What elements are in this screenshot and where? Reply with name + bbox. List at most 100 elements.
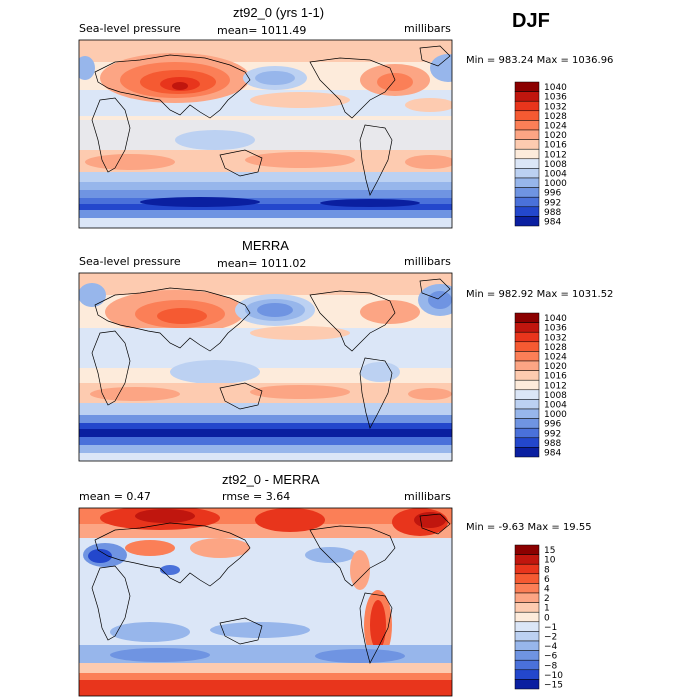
colorbar-swatch <box>514 196 540 208</box>
colorbar-swatch <box>514 139 540 150</box>
panel2-units: millibars <box>404 255 451 268</box>
colorbar-swatch <box>514 187 540 198</box>
colorbar-tick-label: 996 <box>544 420 561 430</box>
colorbar-swatch <box>514 351 540 362</box>
colorbar-tick-label: 1032 <box>544 102 567 112</box>
colorbar-swatch <box>514 370 540 381</box>
colorbar-tick-label: 1040 <box>544 314 567 324</box>
panel3-frame <box>78 507 453 697</box>
colorbar-swatch <box>514 679 540 690</box>
panel3-rmse: rmse = 3.64 <box>222 490 291 503</box>
colorbar-swatch <box>514 91 540 102</box>
colorbar-tick-label: 984 <box>544 449 561 459</box>
colorbar-tick-label: 992 <box>544 198 561 208</box>
panel1-coastlines <box>91 45 451 196</box>
panel3-map <box>79 508 452 696</box>
colorbar-swatch <box>514 650 540 661</box>
colorbar-swatch <box>514 399 540 410</box>
colorbar-swatch <box>514 158 540 169</box>
colorbar-swatch <box>514 408 540 419</box>
panel2-map <box>79 273 452 461</box>
panel3-coastlines <box>91 513 451 664</box>
colorbar-tick-label: 1012 <box>544 381 567 391</box>
colorbar-swatch <box>514 312 540 323</box>
panel1-title: zt92_0 (yrs 1-1) <box>233 5 325 20</box>
colorbar-swatch <box>514 621 540 632</box>
colorbar-tick-label: 1040 <box>544 83 567 93</box>
colorbar-swatch <box>514 583 540 594</box>
colorbar-swatch <box>514 563 540 575</box>
colorbar-swatch <box>514 206 540 217</box>
panel1-range: Min = 983.24 Max = 1036.96 <box>466 55 614 66</box>
colorbar-tick-label: 15 <box>544 546 555 556</box>
panel2-range: Min = 982.92 Max = 1031.52 <box>466 289 614 300</box>
colorbar-swatch <box>514 669 540 680</box>
panel2-frame <box>78 272 453 462</box>
panel3-units: millibars <box>404 490 451 503</box>
panel2-variable: Sea-level pressure <box>79 255 181 268</box>
panel1-variable: Sea-level pressure <box>79 22 181 35</box>
colorbar-swatch <box>514 389 540 400</box>
panel1-frame <box>78 39 453 229</box>
colorbar-tick-label: 1028 <box>544 112 567 122</box>
panel3-title: zt92_0 - MERRA <box>222 472 320 487</box>
colorbar-tick-label: −8 <box>544 661 558 671</box>
colorbar-swatch <box>514 640 540 651</box>
colorbar-tick-label: 0 <box>544 613 550 623</box>
panel2-mean: mean= 1011.02 <box>217 257 307 270</box>
colorbar-tick-label: 4 <box>544 585 550 595</box>
colorbar-swatch <box>514 100 540 112</box>
colorbar-swatch <box>514 544 540 555</box>
colorbar-swatch <box>514 216 540 227</box>
colorbar-swatch <box>514 129 540 140</box>
colorbar-swatch <box>514 110 540 121</box>
colorbar-tick-label: 10 <box>544 556 556 566</box>
colorbar-swatch <box>514 322 540 333</box>
colorbar-tick-label: 984 <box>544 218 561 228</box>
colorbar-tick-label: 1000 <box>544 179 567 189</box>
colorbar-tick-label: 1008 <box>544 391 567 401</box>
colorbar-tick-label: 988 <box>544 208 561 218</box>
colorbar-tick-label: 1020 <box>544 362 567 372</box>
colorbar-tick-label: 1036 <box>544 324 567 334</box>
colorbar-tick-label: −1 <box>544 623 557 633</box>
colorbar-tick-label: −2 <box>544 633 557 643</box>
colorbar-tick-label: 992 <box>544 429 561 439</box>
panel1-map <box>79 40 452 228</box>
colorbar-tick-label: 1032 <box>544 333 567 343</box>
colorbar-tick-label: 1024 <box>544 122 567 132</box>
colorbar-tick-label: 1000 <box>544 410 567 420</box>
colorbar-tick-label: 1004 <box>544 170 567 180</box>
colorbar-swatch <box>514 573 540 584</box>
colorbar-tick-label: 1020 <box>544 131 567 141</box>
colorbar-tick-label: −4 <box>544 642 558 652</box>
colorbar-swatch <box>514 602 540 613</box>
colorbar-swatch <box>514 360 540 371</box>
colorbar-swatch <box>514 611 540 623</box>
colorbar-tick-label: 1036 <box>544 93 567 103</box>
colorbar-swatch <box>514 120 540 131</box>
colorbar-tick-label: −10 <box>544 671 563 681</box>
colorbar-swatch <box>514 437 540 448</box>
panel3-mean: mean = 0.47 <box>79 490 151 503</box>
colorbar-swatch <box>514 418 540 429</box>
colorbar-tick-label: 1024 <box>544 353 567 363</box>
season-label: DJF <box>512 10 550 32</box>
colorbar-swatch <box>514 168 540 179</box>
colorbar-tick-label: 996 <box>544 189 561 199</box>
panel1-colorbar: 1040103610321028102410201016101210081004… <box>514 81 567 228</box>
colorbar-tick-label: 1016 <box>544 141 567 151</box>
colorbar-tick-label: 1016 <box>544 372 567 382</box>
colorbar-tick-label: 6 <box>544 575 550 585</box>
colorbar-tick-label: 8 <box>544 565 550 575</box>
colorbar-swatch <box>514 447 540 458</box>
colorbar-swatch <box>514 341 540 352</box>
panel2-title: MERRA <box>242 238 289 253</box>
colorbar-tick-label: 2 <box>544 594 550 604</box>
colorbar-tick-label: 1004 <box>544 401 567 411</box>
panel1-units: millibars <box>404 22 451 35</box>
colorbar-tick-label: −15 <box>544 681 563 691</box>
panel2-colorbar: 1040103610321028102410201016101210081004… <box>514 312 567 459</box>
